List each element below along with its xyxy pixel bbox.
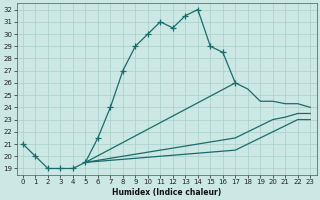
- X-axis label: Humidex (Indice chaleur): Humidex (Indice chaleur): [112, 188, 221, 197]
